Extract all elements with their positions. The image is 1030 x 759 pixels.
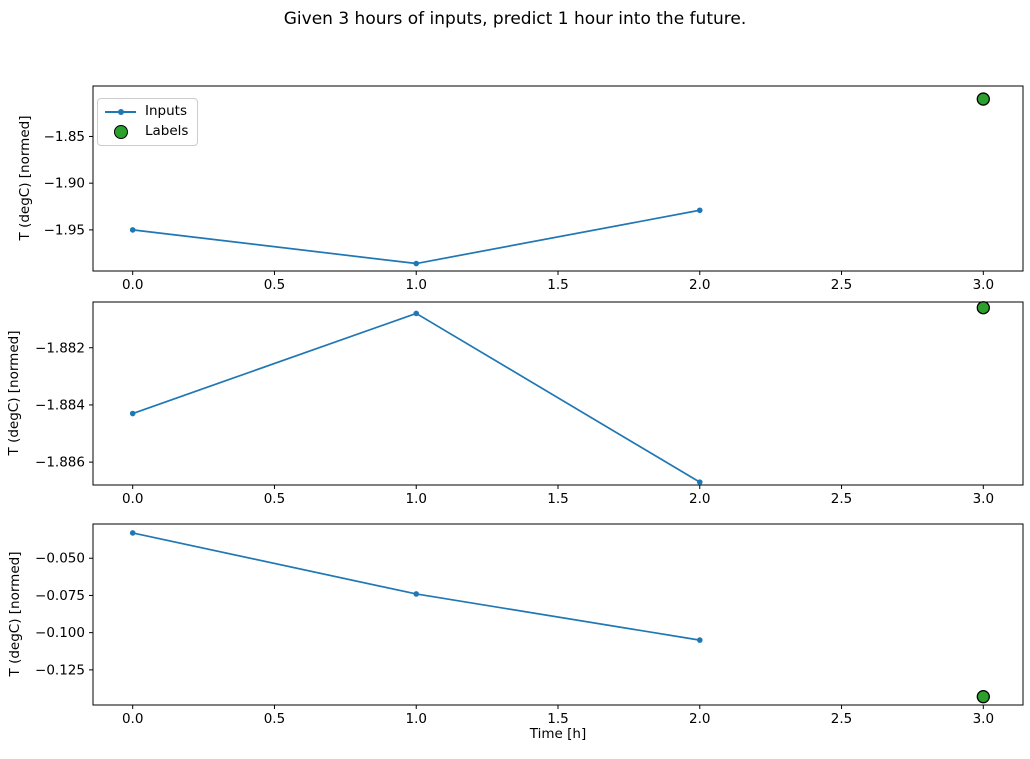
y-tick-label: −1.90 <box>44 176 85 192</box>
inputs-marker <box>696 207 703 214</box>
x-tick-label: 2.5 <box>831 711 852 727</box>
inputs-marker <box>413 310 420 317</box>
x-tick-label: 0.0 <box>122 277 143 293</box>
ylabel-subplot-1: T (degC) [normed] <box>17 115 33 241</box>
y-tick-label: −1.884 <box>35 397 85 413</box>
y-tick-label: −0.050 <box>35 551 85 567</box>
x-tick-label: 3.0 <box>973 491 994 507</box>
x-tick-label: 1.0 <box>405 277 426 293</box>
inputs-marker <box>413 591 420 597</box>
legend-label-labels: Labels <box>145 123 189 139</box>
axes-frame <box>92 301 1024 486</box>
legend-item-inputs: Inputs <box>105 103 191 120</box>
figure-title: Given 3 hours of inputs, predict 1 hour … <box>283 9 747 29</box>
subplot-1: 0.0 0.5 1.0 1.5 2.0 2.5 3.0 −1.85 −1.90 −1.95 <box>44 85 1024 293</box>
x-tick-label: 1.5 <box>547 277 568 293</box>
x-tick-label: 1.0 <box>405 711 426 727</box>
x-tick-label: 0.5 <box>264 277 285 293</box>
x-tick-label: 0.0 <box>122 711 143 727</box>
x-tick-label: 3.0 <box>973 711 994 727</box>
x-tick-label: 1.5 <box>547 491 568 507</box>
ylabel-subplot-3: T (degC) [normed] <box>7 551 23 677</box>
inputs-line <box>132 532 700 641</box>
inputs-line <box>132 312 701 483</box>
legend: Inputs Labels <box>97 98 198 146</box>
subplot-3: 0.0 0.5 1.0 1.5 2.0 2.5 3.0 −0.050 −0.075 −0.100 −… <box>35 523 1024 727</box>
y-tick-label: −1.886 <box>35 455 85 471</box>
inputs-marker <box>696 637 703 643</box>
y-tick-label: −0.100 <box>35 625 85 641</box>
inputs-marker <box>129 410 136 417</box>
y-tick-label: −1.882 <box>35 340 85 356</box>
x-tick-label: 2.5 <box>831 491 852 507</box>
x-tick-label: 2.0 <box>689 277 710 293</box>
inputs-marker <box>129 530 136 536</box>
labels-point <box>976 301 990 315</box>
subplot-2: 0.0 0.5 1.0 1.5 2.0 2.5 3.0 −1.882 −1.884 −1.886 <box>35 301 1024 507</box>
legend-item-labels: Labels <box>105 123 191 140</box>
inputs-marker <box>696 479 703 485</box>
x-tick-label: 0.5 <box>264 711 285 727</box>
labels-point <box>976 690 990 704</box>
labels-circle-icon <box>105 124 136 139</box>
inputs-marker <box>129 227 136 233</box>
x-tick-label: 1.0 <box>405 491 426 507</box>
x-tick-label: 0.5 <box>264 491 285 507</box>
y-tick-label: −1.85 <box>44 129 85 145</box>
inputs-line-icon <box>105 108 136 115</box>
x-tick-label: 2.0 <box>689 711 710 727</box>
x-tick-label: 2.0 <box>689 491 710 507</box>
x-tick-label: 0.0 <box>122 491 143 507</box>
legend-label-inputs: Inputs <box>145 103 187 119</box>
axes-frame <box>92 85 1024 272</box>
axes-frame <box>92 523 1024 706</box>
labels-point <box>976 92 990 106</box>
xlabel: Time [h] <box>529 726 587 742</box>
inputs-marker <box>413 260 420 267</box>
y-tick-label: −0.075 <box>35 588 85 604</box>
x-tick-label: 3.0 <box>973 277 994 293</box>
x-tick-label: 2.5 <box>831 277 852 293</box>
ylabel-subplot-2: T (degC) [normed] <box>6 330 22 456</box>
inputs-line <box>132 209 700 265</box>
y-tick-label: −1.95 <box>44 222 85 238</box>
y-tick-label: −0.125 <box>35 662 85 678</box>
x-tick-label: 1.5 <box>547 711 568 727</box>
